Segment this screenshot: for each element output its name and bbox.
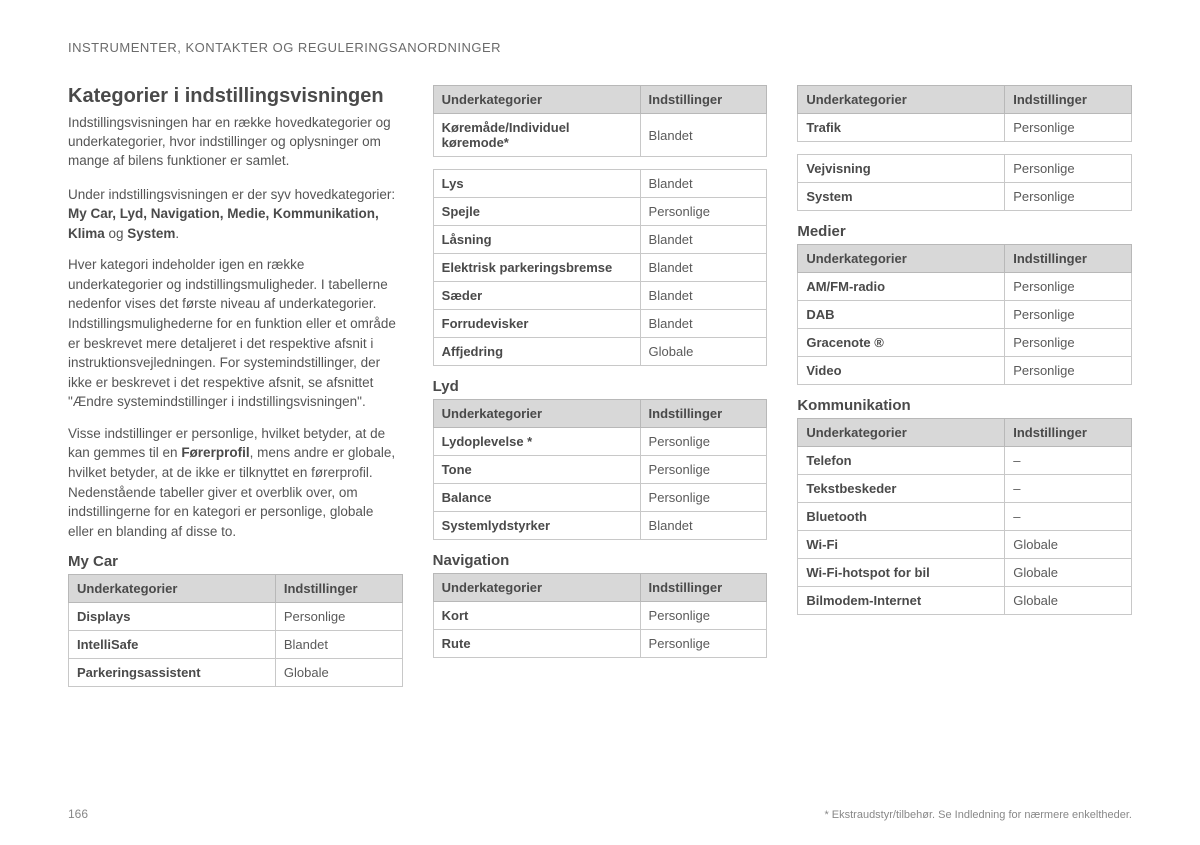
p3-bold: Førerprofil <box>181 445 249 460</box>
table-row: SystemlydstyrkerBlandet <box>433 512 767 540</box>
th-sub: Underkategorier <box>433 86 640 114</box>
th-sub: Underkategorier <box>69 575 276 603</box>
table-row: Gracenote ®Personlige <box>798 329 1132 357</box>
footnote: * Ekstraudstyr/tilbehør. Se Indledning f… <box>824 809 1132 821</box>
p1-text-a: Under indstillingsvisningen er der syv h… <box>68 187 395 202</box>
table-row: AffjedringGlobale <box>433 338 767 366</box>
page-header: INSTRUMENTER, KONTAKTER OG REGULERINGSAN… <box>68 40 1132 55</box>
th-sub: Underkategorier <box>433 574 640 602</box>
th-sub: Underkategorier <box>433 400 640 428</box>
column-2: UnderkategorierIndstillinger Køremåde/In… <box>433 85 768 693</box>
content-columns: Kategorier i indstillingsvisningen Indst… <box>68 85 1132 693</box>
table-row: KortPersonlige <box>433 602 767 630</box>
table-row: Bilmodem-InternetGlobale <box>798 587 1132 615</box>
p1-bold2: System <box>127 226 175 241</box>
table-row: Lydoplevelse *Personlige <box>433 428 767 456</box>
navigation-heading: Navigation <box>433 552 768 569</box>
mycar-table: UnderkategorierIndstillinger DisplaysPer… <box>68 574 403 687</box>
th-set: Indstillinger <box>1005 245 1132 273</box>
navigation-table: UnderkategorierIndstillinger KortPersonl… <box>433 573 768 658</box>
lyd-heading: Lyd <box>433 378 768 395</box>
mycar-heading: My Car <box>68 553 403 570</box>
table-row: DABPersonlige <box>798 301 1132 329</box>
medier-table: UnderkategorierIndstillinger AM/FM-radio… <box>797 244 1132 385</box>
table-row: VejvisningPersonlige <box>798 155 1132 183</box>
th-set: Indstillinger <box>640 400 767 428</box>
main-title: Kategorier i indstillingsvisningen <box>68 85 403 108</box>
table-row: Tekstbeskeder– <box>798 475 1132 503</box>
table-row: AM/FM-radioPersonlige <box>798 273 1132 301</box>
table-row: TrafikPersonlige <box>798 114 1132 142</box>
medier-heading: Medier <box>797 223 1132 240</box>
kommunikation-heading: Kommunikation <box>797 397 1132 414</box>
th-set: Indstillinger <box>1005 419 1132 447</box>
table-row: LysBlandet <box>433 170 767 198</box>
column-1: Kategorier i indstillingsvisningen Indst… <box>68 85 403 693</box>
table-row: LåsningBlandet <box>433 226 767 254</box>
table-row: IntelliSafeBlandet <box>69 631 403 659</box>
table-row: Telefon– <box>798 447 1132 475</box>
page-number: 166 <box>68 807 88 821</box>
table-row: SpejlePersonlige <box>433 198 767 226</box>
table-row: Bluetooth– <box>798 503 1132 531</box>
th-set: Indstillinger <box>275 575 402 603</box>
th-set: Indstillinger <box>1005 86 1132 114</box>
p1-end: . <box>175 226 179 241</box>
th-set: Indstillinger <box>640 86 767 114</box>
table-row: SystemPersonlige <box>798 183 1132 211</box>
table-row: SæderBlandet <box>433 282 767 310</box>
th-sub: Underkategorier <box>798 245 1005 273</box>
table-row: BalancePersonlige <box>433 484 767 512</box>
th-set: Indstillinger <box>640 574 767 602</box>
table-row: DisplaysPersonlige <box>69 603 403 631</box>
table-row: ForrudeviskerBlandet <box>433 310 767 338</box>
table-row: Køremåde/Individuel køremode*Blandet <box>433 114 767 157</box>
th-sub: Underkategorier <box>798 86 1005 114</box>
table-row: ParkeringsassistentGlobale <box>69 659 403 687</box>
table-row: Wi-FiGlobale <box>798 531 1132 559</box>
navigation-table-cont: UnderkategorierIndstillinger TrafikPerso… <box>797 85 1132 211</box>
lyd-table: UnderkategorierIndstillinger Lydoplevels… <box>433 399 768 540</box>
paragraph-1: Under indstillingsvisningen er der syv h… <box>68 185 403 244</box>
table-row: TonePersonlige <box>433 456 767 484</box>
mycar-table-cont: UnderkategorierIndstillinger Køremåde/In… <box>433 85 768 366</box>
th-sub: Underkategorier <box>798 419 1005 447</box>
table-row: Elektrisk parkeringsbremseBlandet <box>433 254 767 282</box>
paragraph-3: Visse indstillinger er personlige, hvilk… <box>68 424 403 541</box>
table-row: Wi-Fi-hotspot for bilGlobale <box>798 559 1132 587</box>
paragraph-2: Hver kategori indeholder igen en række u… <box>68 255 403 412</box>
column-3: UnderkategorierIndstillinger TrafikPerso… <box>797 85 1132 693</box>
p1-mid: og <box>105 226 128 241</box>
kommunikation-table: UnderkategorierIndstillinger Telefon– Te… <box>797 418 1132 615</box>
table-row: RutePersonlige <box>433 630 767 658</box>
intro-text: Indstillingsvisningen har en række hoved… <box>68 114 403 171</box>
table-row: VideoPersonlige <box>798 357 1132 385</box>
